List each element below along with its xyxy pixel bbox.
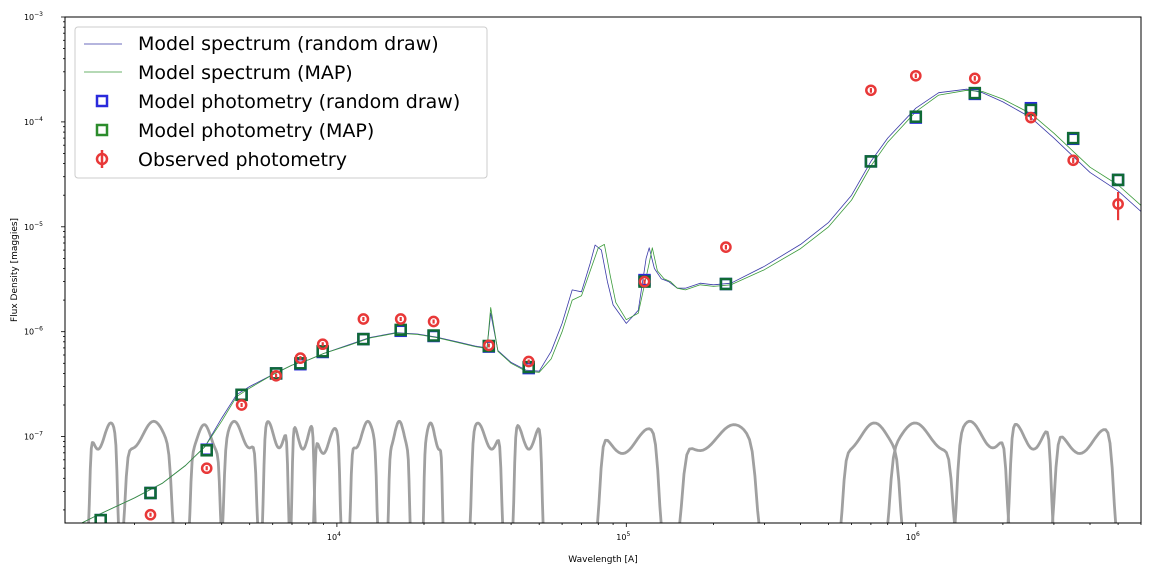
filter-curve: [1051, 428, 1118, 523]
observed-point: [235, 399, 248, 411]
observed-point: [270, 369, 282, 382]
legend: Model spectrum (random draw) Model spect…: [74, 26, 488, 179]
y-tick-label: 10−7: [24, 431, 43, 442]
observed-point: [522, 355, 535, 368]
observed-point: [968, 72, 981, 85]
x-axis-label: Wavelength [A]: [568, 555, 637, 565]
legend-label-phot-random: Model photometry (random draw): [138, 91, 460, 113]
observed-point: [316, 338, 329, 351]
observed-point: [909, 69, 922, 82]
legend-box: [74, 26, 488, 179]
filter-curve: [221, 419, 260, 523]
photometry-markers: [94, 69, 1125, 523]
observed-point: [427, 315, 440, 328]
phot-map-point: [200, 444, 213, 457]
observed-point: [638, 275, 651, 288]
phot-map-point: [427, 329, 440, 342]
filter-curve: [839, 421, 904, 523]
filter-curve: [678, 423, 761, 523]
observed-point: [200, 462, 213, 475]
spectrum-map-line: [80, 89, 1141, 523]
phot-map-point: [94, 513, 107, 523]
x-tick-label: 106: [906, 531, 920, 542]
x-tick-label: 104: [327, 531, 341, 542]
observed-point: [1067, 154, 1080, 167]
phot-map-point: [357, 332, 370, 346]
filter-curve: [289, 424, 317, 523]
y-tick-label: 10−6: [24, 326, 43, 337]
legend-label-observed: Observed photometry: [138, 149, 347, 171]
filter-curve: [1006, 422, 1055, 523]
legend-swatch-phot-random: [95, 94, 109, 108]
y-tick-label: 10−5: [24, 221, 43, 232]
observed-point: [1025, 111, 1037, 124]
filter-curve: [348, 419, 379, 523]
filter-curve: [386, 419, 412, 523]
legend-label-spec-map: Model spectrum (MAP): [138, 62, 353, 84]
phot-map-point: [316, 345, 329, 358]
observed-point: [720, 241, 732, 253]
filter-curve: [511, 424, 545, 523]
phot-map-point: [1066, 131, 1080, 145]
phot-map-point: [1111, 173, 1125, 187]
filter-curve: [596, 427, 663, 523]
phot-map-point: [909, 110, 923, 123]
legend-swatch-observed: [95, 152, 109, 166]
filter-curve: [421, 421, 445, 523]
observed-point: [865, 84, 877, 97]
filter-curve: [312, 426, 343, 523]
x-axis-ticks: 104 105 106: [134, 523, 1142, 542]
observed-point: [482, 339, 495, 352]
y-axis-ticks: 10−7 10−6 10−5 10−4 10−3: [24, 11, 65, 511]
observed-point: [294, 352, 307, 364]
phot-map-point: [394, 323, 407, 337]
y-axis-label: Flux Density [maggies]: [10, 218, 20, 322]
observed-point: [144, 508, 157, 521]
filter-curve: [261, 420, 291, 523]
observed-point: [1112, 198, 1124, 210]
model-spectra: [80, 88, 1141, 523]
phot-map-point: [864, 155, 878, 168]
filter-curves: [87, 419, 1118, 523]
legend-swatch-phot-map: [95, 123, 109, 137]
plot-frame: [64, 16, 1142, 524]
phot-map-point: [144, 486, 157, 500]
observed-point: [357, 313, 370, 325]
legend-label-spec-random: Model spectrum (random draw): [138, 33, 439, 55]
filter-curve: [468, 421, 505, 523]
y-tick-label: 10−3: [24, 11, 43, 22]
filter-curve: [122, 419, 175, 523]
phot-map-point: [719, 277, 733, 291]
filter-curve: [953, 419, 1011, 523]
filter-curve: [886, 421, 956, 523]
y-tick-label: 10−4: [24, 116, 43, 127]
filter-curve: [87, 421, 120, 523]
filter-curve: [188, 423, 223, 523]
phot-map-point: [968, 86, 982, 100]
legend-label-phot-map: Model photometry (MAP): [138, 120, 374, 142]
observed-point: [394, 313, 407, 325]
x-tick-label: 105: [616, 531, 630, 542]
